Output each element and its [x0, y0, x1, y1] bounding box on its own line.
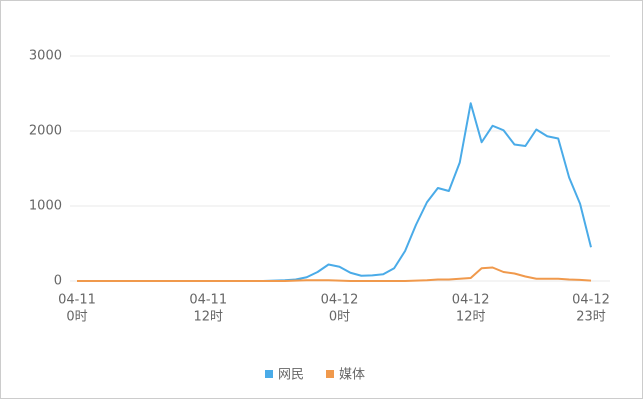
- legend-swatch: [326, 370, 334, 378]
- x-tick-label: 04-11: [189, 293, 227, 308]
- x-tick-label: 23时: [576, 310, 606, 325]
- legend-swatch: [265, 370, 273, 378]
- series-line: [77, 266, 592, 282]
- legend-label: 媒体: [339, 368, 365, 383]
- y-tick-label: 1000: [29, 199, 62, 214]
- x-tick-label: 04-12: [321, 293, 359, 308]
- x-tick-label: 0时: [329, 310, 350, 325]
- x-tick-label: 12时: [456, 310, 486, 325]
- x-tick-label: 12时: [193, 310, 223, 325]
- x-tick-label: 0时: [66, 310, 87, 325]
- y-tick-label: 0: [54, 274, 62, 289]
- y-tick-label: 3000: [29, 49, 62, 64]
- x-tick-label: 04-12: [572, 293, 610, 308]
- y-tick-label: 2000: [29, 124, 62, 139]
- x-tick-label: 04-12: [452, 293, 490, 308]
- x-tick-label: 04-11: [58, 293, 96, 308]
- legend-label: 网民: [278, 368, 304, 383]
